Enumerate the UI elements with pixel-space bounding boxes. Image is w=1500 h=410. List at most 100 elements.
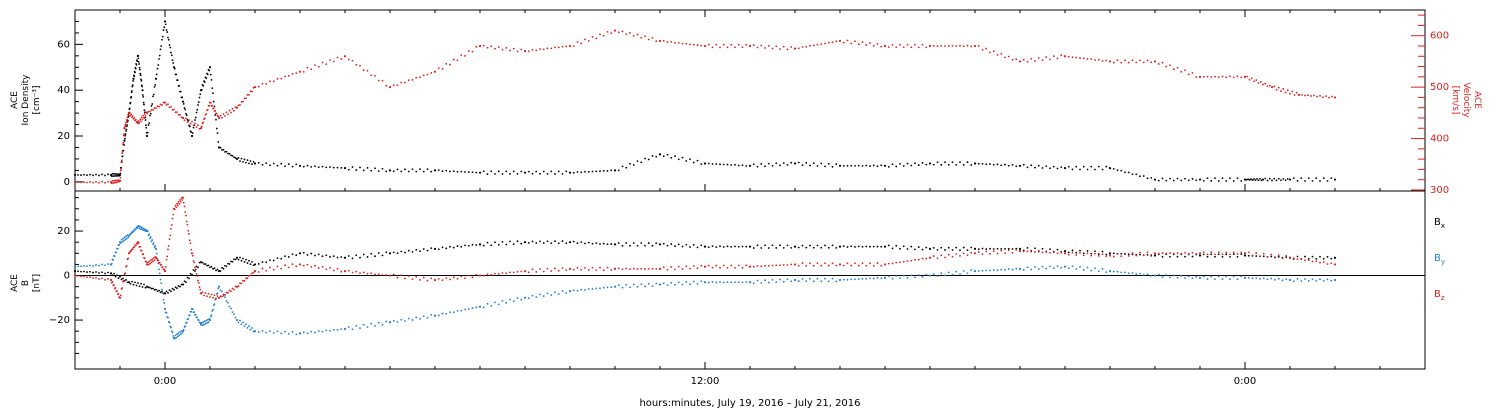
b-series-bz-point xyxy=(831,262,834,265)
b-series-by-point xyxy=(1221,278,1224,281)
density-series-point xyxy=(182,103,185,105)
b-series-bz-point xyxy=(599,266,601,269)
velocity-series-point xyxy=(336,56,339,59)
density-series-point xyxy=(846,164,849,167)
b-series-by-point xyxy=(437,314,440,317)
velocity-series-point xyxy=(527,50,530,53)
b-series-bz-point xyxy=(336,267,339,270)
density-series-point xyxy=(213,105,216,108)
b-series-bz-point xyxy=(1266,256,1269,258)
velocity-series-point xyxy=(1328,96,1330,99)
density-series-point xyxy=(140,79,143,82)
b-series-bz-point xyxy=(1229,253,1231,256)
b-series-bx-point xyxy=(95,271,97,273)
b-series-bx-point xyxy=(145,285,149,288)
b-series-bz-point xyxy=(163,268,166,271)
velocity-series-point xyxy=(696,44,699,46)
b-series-by-point xyxy=(726,281,729,284)
density-series-point xyxy=(167,36,169,39)
b-series-bz-point xyxy=(207,292,210,295)
b-series-bz-point xyxy=(419,278,421,281)
density-series-point xyxy=(550,170,553,173)
b-series-bz-point xyxy=(128,251,131,254)
b-series-bx-point xyxy=(869,245,871,248)
density-series-point xyxy=(1131,173,1134,176)
b-series-bz-point xyxy=(1165,252,1168,255)
b-series-by-point xyxy=(240,323,243,326)
b-series-bz-point xyxy=(95,276,97,279)
b-series-bx-point xyxy=(449,245,451,248)
b-series-bz-point xyxy=(1221,253,1224,256)
density-series-point xyxy=(809,164,811,167)
density-series-point xyxy=(121,155,124,158)
velocity-series-point xyxy=(857,43,860,46)
density-series-point xyxy=(595,170,598,173)
b-series-bz-point xyxy=(501,272,504,274)
b-series-bz-point xyxy=(520,270,523,273)
velocity-series-point xyxy=(143,113,146,115)
b-series-bz-point xyxy=(199,288,202,291)
velocity-series-point xyxy=(1313,94,1315,97)
b-series-bx-point xyxy=(173,288,175,291)
b-series-by-point xyxy=(155,252,158,255)
density-series-point xyxy=(138,68,141,71)
b-series-bz-point xyxy=(1300,258,1303,261)
velocity-series-point xyxy=(782,45,785,48)
velocity-series-point xyxy=(206,108,209,111)
velocity-series-point xyxy=(546,47,549,50)
b-series-bz-point xyxy=(809,262,811,265)
b-series-by-point xyxy=(162,298,165,301)
b-series-bz-point xyxy=(210,293,213,296)
b-series-bx-point xyxy=(1094,250,1096,253)
density-series-point xyxy=(1079,168,1081,171)
density-series-point xyxy=(125,128,128,131)
density-series-point xyxy=(139,72,142,75)
b-series-bx-point xyxy=(1090,252,1093,255)
top-y2tick-label: 300 xyxy=(1430,185,1449,196)
velocity-series-point xyxy=(786,48,789,51)
velocity-series-point xyxy=(737,43,740,46)
density-series-point xyxy=(1195,179,1198,182)
b-series-bx-point xyxy=(629,244,631,247)
b-series-bz-point xyxy=(869,262,871,265)
density-series-point xyxy=(252,160,255,163)
b-series-bz-point xyxy=(1296,258,1299,260)
density-series-point xyxy=(887,165,890,168)
b-series-by-point xyxy=(550,294,553,296)
b-series-bz-point xyxy=(197,279,199,282)
b-series-bx-point xyxy=(921,248,924,251)
b-series-bx-point xyxy=(374,255,376,258)
density-series-point xyxy=(149,112,152,115)
b-series-bz-point xyxy=(261,267,264,270)
b-series-bz-point xyxy=(1277,254,1280,257)
velocity-series-point xyxy=(494,47,496,50)
b-series-bz-point xyxy=(944,256,946,259)
velocity-series-point xyxy=(520,48,523,51)
b-series-bz-point xyxy=(321,265,324,268)
b-series-bx-point xyxy=(550,242,553,245)
b-series-bx-point xyxy=(332,255,335,258)
velocity-series-point xyxy=(925,46,928,49)
b-series-bz-point xyxy=(216,295,219,297)
b-series-bz-point xyxy=(1022,250,1025,253)
velocity-series-point xyxy=(452,58,455,61)
b-series-bx-point xyxy=(475,244,478,246)
density-series-point xyxy=(212,100,215,103)
b-series-bz-point xyxy=(1210,251,1213,254)
b-series-bz-point xyxy=(670,266,673,268)
velocity-series-point xyxy=(407,79,410,82)
b-series-by-point xyxy=(206,318,209,321)
b-series-bx-point xyxy=(1000,247,1003,250)
b-series-bx-point xyxy=(385,251,388,254)
b-series-bz-point xyxy=(771,264,774,267)
b-series-bz-point xyxy=(681,268,684,270)
b-series-bz-point xyxy=(662,266,665,269)
b-series-by-point xyxy=(321,330,324,333)
b-series-bx-point xyxy=(928,247,932,250)
velocity-series-point xyxy=(161,104,163,106)
b-series-bz-point xyxy=(92,277,94,280)
b-series-bz-point xyxy=(1090,254,1093,257)
b-series-bz-point xyxy=(1071,251,1074,254)
density-series-point xyxy=(715,163,718,165)
